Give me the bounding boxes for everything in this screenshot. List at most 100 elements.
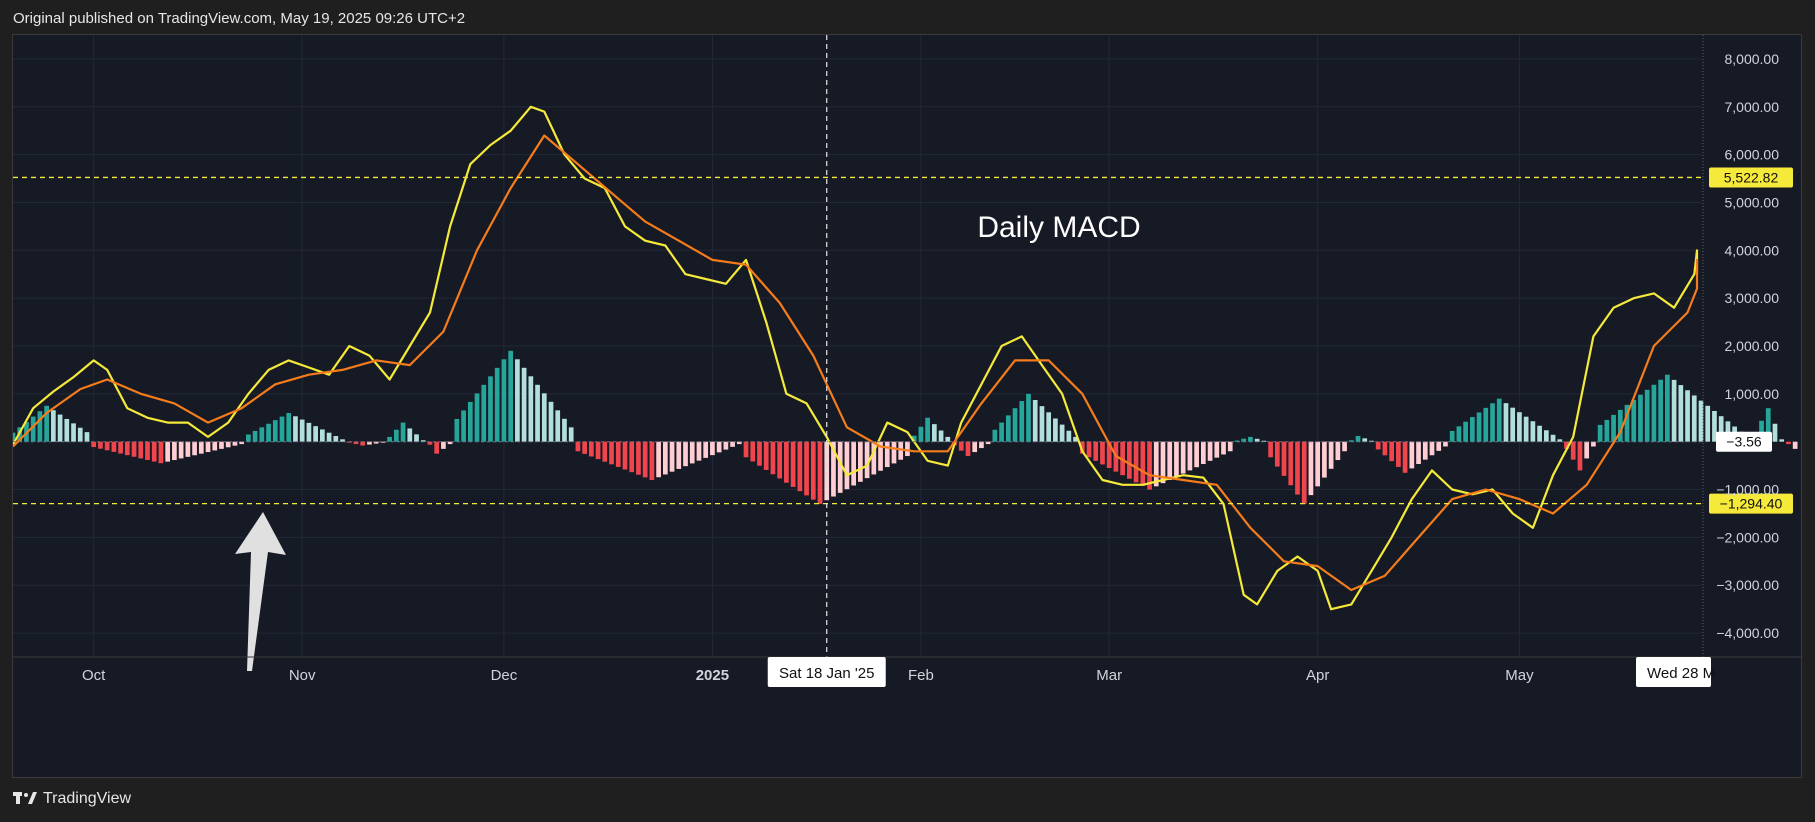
histogram-bar xyxy=(30,416,36,442)
histogram-bar xyxy=(669,441,675,472)
histogram-bar xyxy=(925,417,930,442)
histogram-bar xyxy=(918,426,924,442)
macd-chart[interactable]: 5,522.82 −1,294.40 −3.56 8,000.00 7,000.00 6… xyxy=(13,35,1803,779)
histogram-bar xyxy=(1066,430,1072,442)
histogram-bar xyxy=(57,414,63,442)
histogram-bar xyxy=(1658,379,1664,442)
histogram-bar xyxy=(1765,408,1771,442)
histogram-bar xyxy=(568,427,574,442)
histogram-bar xyxy=(1348,440,1354,442)
histogram-bar xyxy=(91,441,97,448)
histogram-bar xyxy=(205,441,211,453)
histogram-bar xyxy=(1187,441,1193,471)
histogram-bar xyxy=(1510,407,1516,442)
x-tick-label: Feb xyxy=(908,667,934,684)
horizontal-line-label: 5,522.82 xyxy=(1724,169,1779,185)
histogram-bar xyxy=(104,441,110,451)
histogram-bar xyxy=(575,441,581,452)
histogram-bar xyxy=(750,441,756,462)
histogram-bar xyxy=(1718,416,1724,442)
y-tick-label: 6,000.00 xyxy=(1725,147,1780,163)
y-tick-label: 7,000.00 xyxy=(1725,99,1780,115)
x-tick-label: Dec xyxy=(491,667,518,684)
histogram-bar xyxy=(474,393,480,442)
histogram-bar xyxy=(1073,436,1078,442)
histogram-bar xyxy=(931,424,937,442)
histogram-bar xyxy=(716,441,722,453)
histogram-bar xyxy=(743,441,749,458)
histogram-bar xyxy=(595,441,601,460)
histogram-bar xyxy=(172,441,177,461)
histogram-bar xyxy=(1503,403,1509,442)
histogram-bar xyxy=(1039,406,1045,442)
footer: TradingView xyxy=(13,790,131,808)
horizontal-line-label-bg xyxy=(1709,167,1793,188)
histogram-bar xyxy=(1409,441,1415,469)
histogram-bar xyxy=(1402,441,1408,473)
histogram-bar xyxy=(1483,407,1489,442)
histogram-bar xyxy=(1685,390,1690,442)
histogram-bar xyxy=(1019,401,1025,442)
horizontal-line-label-bg xyxy=(1709,493,1793,514)
histogram-bar xyxy=(1469,417,1475,442)
histogram-bar xyxy=(1140,441,1146,486)
histogram-bar xyxy=(736,441,742,445)
histogram-bar xyxy=(629,441,635,473)
histogram-bar xyxy=(367,441,372,445)
histogram-bar xyxy=(615,441,621,467)
histogram-bar xyxy=(326,432,332,442)
footer-brand: TradingView xyxy=(43,790,132,807)
histogram-bar xyxy=(582,441,587,454)
histogram-bar xyxy=(891,441,897,464)
histogram-bar xyxy=(817,441,823,504)
histogram-bar xyxy=(965,441,971,457)
histogram-bar xyxy=(1490,403,1495,442)
histogram-bar xyxy=(1523,416,1529,442)
histogram-bar xyxy=(985,441,991,445)
histogram-bar xyxy=(272,420,278,442)
histogram-bar xyxy=(407,428,413,442)
histogram-bar xyxy=(434,441,440,454)
histogram-bar xyxy=(340,439,345,442)
histogram-bar xyxy=(151,441,157,462)
histogram-bar xyxy=(1396,441,1401,467)
histogram-bar xyxy=(844,441,850,490)
histogram-bar xyxy=(1342,441,1347,452)
y-tick-label: −2,000.00 xyxy=(1716,529,1779,545)
histogram-bar xyxy=(723,441,729,450)
histogram-bar xyxy=(494,367,500,442)
histogram-bar xyxy=(1053,418,1058,442)
y-tick-label: 3,000.00 xyxy=(1725,290,1780,306)
zero-label: −3.56 xyxy=(1726,434,1762,450)
histogram-bar xyxy=(1160,441,1166,484)
chart-title: Daily MACD xyxy=(977,211,1140,244)
histogram-bar xyxy=(1127,441,1132,479)
histogram-bar xyxy=(454,418,460,442)
histogram-bar xyxy=(84,432,90,442)
x-tick-label: Apr xyxy=(1306,667,1329,684)
histogram-bar xyxy=(1712,410,1717,442)
chart-frame[interactable]: 5,522.82 −1,294.40 −3.56 8,000.00 7,000.00 6… xyxy=(12,34,1803,779)
histogram-bar xyxy=(1295,441,1300,495)
histogram-bar xyxy=(219,441,224,449)
histogram-bar xyxy=(710,441,715,456)
histogram-bar xyxy=(1557,439,1563,442)
histogram-bar xyxy=(1207,441,1213,461)
histogram-bar xyxy=(884,441,890,468)
tradingview-logo-icon xyxy=(13,792,37,804)
histogram-bar xyxy=(1086,441,1092,458)
histogram-bar xyxy=(50,410,56,442)
up-arrow-icon xyxy=(235,512,286,671)
histogram-bar xyxy=(178,441,184,459)
histogram-bar xyxy=(71,423,76,442)
histogram-bar xyxy=(1200,441,1206,465)
histogram-bar xyxy=(1032,399,1038,442)
histogram-bar xyxy=(1147,441,1152,490)
histogram-bar xyxy=(797,441,803,492)
histogram-bar xyxy=(481,384,487,442)
series-lines xyxy=(13,105,1699,611)
histogram-bar xyxy=(1100,441,1105,465)
histogram-bar xyxy=(239,441,245,445)
histogram-bar xyxy=(858,441,863,482)
histogram-bar xyxy=(118,441,123,454)
